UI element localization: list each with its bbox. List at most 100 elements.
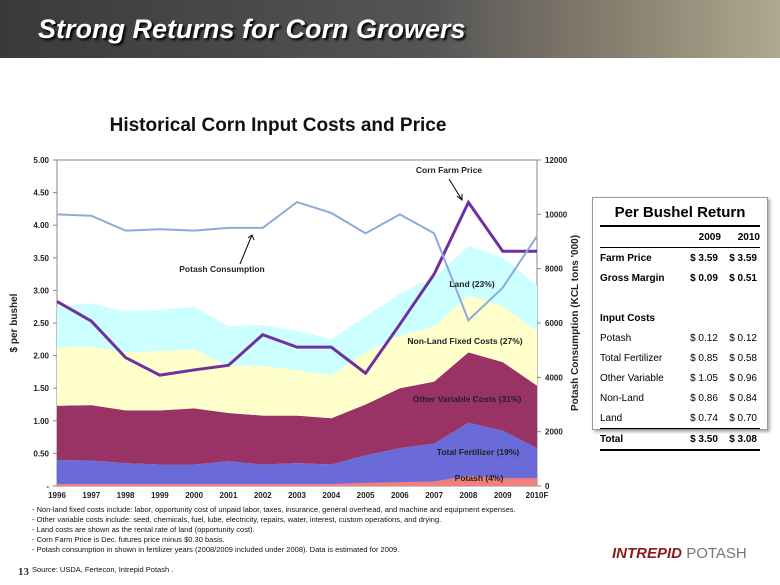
area-series	[57, 352, 537, 465]
y-tick-label: 1.00	[33, 417, 49, 426]
area-series	[57, 422, 537, 486]
area-series	[57, 475, 537, 486]
annotation-arrow	[239, 234, 255, 265]
slide-title: Strong Returns for Corn Growers	[38, 14, 466, 44]
x-tick-label: 2005	[357, 491, 375, 500]
table-cell: $ 0.70	[729, 412, 757, 424]
header-cell: 2009	[681, 225, 721, 248]
x-tick-label: 2008	[460, 491, 478, 500]
header-cell	[600, 225, 682, 248]
table-cell: $ 0.85	[690, 352, 718, 364]
y2-tick-label: 4000	[545, 373, 563, 382]
series-label: Corn Farm Price	[416, 165, 482, 175]
x-tick-label: 2001	[220, 491, 238, 500]
area-series	[57, 246, 537, 376]
table-row: Total $ 3.50 $ 3.08	[600, 428, 760, 451]
note-line: - Land costs are shown as the rental rat…	[32, 525, 255, 534]
table-cell: $ 0.12	[690, 332, 718, 344]
x-tick-label: 2007	[425, 491, 443, 500]
area-series	[57, 294, 537, 419]
table-cell: $ 0.51	[729, 272, 757, 284]
logo-text: POTASH	[686, 545, 747, 562]
series-label: Land (23%)	[449, 279, 495, 289]
y-tick-label: -	[46, 482, 49, 491]
table-cell: Total Fertilizer	[600, 352, 663, 364]
header-cell: 2010	[720, 225, 760, 248]
x-tick-label: 2002	[254, 491, 272, 500]
table-cell: $ 0.09	[690, 272, 718, 284]
table-cell: $ 3.50	[681, 428, 721, 451]
y2-axis-label: Potash Consumption (KCL tons '000)	[570, 235, 581, 411]
y-tick-label: 4.00	[33, 221, 49, 230]
title-bar	[0, 0, 780, 58]
table-cell: $ 0.96	[729, 372, 757, 384]
series-label: Other Variable Costs (31%)	[413, 394, 522, 404]
source: Source: USDA, Fertecon, Intrepid Potash …	[32, 565, 174, 574]
y-tick-label: 3.00	[33, 286, 49, 295]
table-body: 2009 2010 Farm Price $ 3.59 $ 3.59 Gross Marg…	[600, 225, 760, 451]
spacer-cell	[600, 288, 682, 308]
notes: - Non-land fixed costs include: labor, o…	[32, 505, 516, 555]
note-line: - Other variable costs include: seed, ch…	[32, 515, 442, 524]
table-cell: Total	[600, 428, 682, 451]
y-tick-label: 4.50	[33, 189, 49, 198]
x-tick-label: 2003	[288, 491, 306, 500]
series-label: Non-Land Fixed Costs (27%)	[407, 336, 522, 346]
series-label: Potash Consumption	[179, 264, 264, 274]
chart: Historical Corn Input Costs and Price - 0.…	[9, 115, 581, 500]
x-tick-label: 2010F	[526, 491, 549, 500]
table-cell: Land	[600, 412, 623, 424]
y2-tick-label: 12000	[545, 156, 568, 165]
section-cell: Input Costs	[600, 312, 655, 324]
y2-tick-label: 2000	[545, 428, 563, 437]
y-axis-label: $ per bushel	[9, 293, 20, 352]
header-row: 2009 2010	[600, 225, 760, 248]
x-tick-label: 2004	[322, 491, 340, 500]
table-cell: $ 1.05	[690, 372, 718, 384]
table-row: Other Variable $ 1.05 $ 0.96	[600, 368, 760, 388]
y-tick-label: 2.50	[33, 319, 49, 328]
note-line: - Corn Farm Price is Dec. futures price …	[32, 535, 225, 544]
table-cell: Farm Price	[600, 252, 652, 264]
line-series	[56, 199, 537, 377]
note-line: - Potash consumption in shown in fertili…	[32, 545, 400, 554]
x-tick-label: 1997	[82, 491, 100, 500]
y-tick-label: 2.00	[33, 352, 49, 361]
section-row: Input Costs	[600, 308, 760, 328]
x-tick-label: 2009	[494, 491, 512, 500]
table-cell: $ 0.12	[729, 332, 757, 344]
y2-tick-label: 10000	[545, 210, 568, 219]
x-tick-label: 1999	[151, 491, 169, 500]
table-cell: $ 0.58	[729, 352, 757, 364]
page-number: 13	[18, 566, 29, 578]
table-row: Farm Price $ 3.59 $ 3.59	[600, 248, 760, 269]
x-tick-label: 1996	[48, 491, 66, 500]
table-cell: $ 0.84	[729, 392, 757, 404]
table-row: Non-Land $ 0.86 $ 0.84	[600, 388, 760, 408]
table-cell: Gross Margin	[600, 272, 665, 284]
y-tick-label: 3.50	[33, 254, 49, 263]
note-line: - Non-land fixed costs include: labor, o…	[32, 505, 516, 514]
table-title: Per Bushel Return	[614, 204, 746, 221]
x-tick-label: 2000	[185, 491, 203, 500]
series-label: Total Fertilizer (19%)	[437, 447, 520, 457]
annotation-arrow	[448, 178, 463, 202]
table-row: Land $ 0.74 $ 0.70	[600, 408, 760, 429]
x-tick-label: 1998	[117, 491, 135, 500]
table-cell: Potash	[600, 332, 632, 344]
x-tick-label: 2006	[391, 491, 409, 500]
table-cell: Non-Land	[600, 392, 644, 404]
table-row: Potash $ 0.12 $ 0.12	[600, 328, 760, 348]
y-tick-label: 5.00	[33, 156, 49, 165]
series-label: Potash (4%)	[455, 473, 504, 483]
y2-tick-label: 0	[545, 482, 550, 491]
table-cell: $ 0.86	[690, 392, 718, 404]
table-cell: Other Variable	[600, 372, 664, 384]
y-tick-label: 0.50	[33, 449, 49, 458]
return-table: Per Bushel Return 2009 2010 Farm Price $ 3.5…	[592, 197, 768, 451]
table-row: Gross Margin $ 0.09 $ 0.51	[600, 268, 760, 288]
y-tick-label: 1.50	[33, 384, 49, 393]
table-cell: $ 3.08	[720, 428, 760, 451]
logo: INTREPID POTASH	[612, 545, 747, 562]
